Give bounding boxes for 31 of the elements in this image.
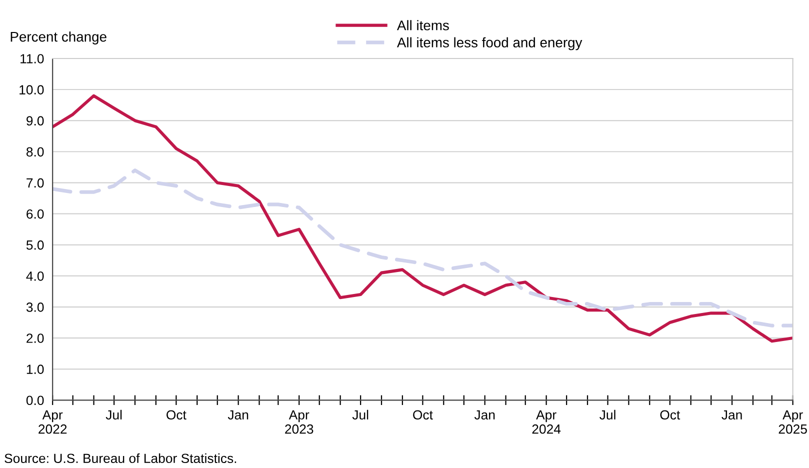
x-tick-label: Jul <box>106 410 122 420</box>
y-tick-label: 0.0 <box>26 396 44 406</box>
x-tick-label: Apr 2025 <box>778 410 807 434</box>
x-tick-label: Oct <box>660 410 680 420</box>
x-tick-label: Jul <box>352 410 368 420</box>
y-tick-label: 4.0 <box>26 271 44 281</box>
y-tick-label: 8.0 <box>26 147 44 157</box>
y-tick-label: 5.0 <box>26 240 44 250</box>
x-tick-label: Apr 2022 <box>38 410 67 434</box>
line-series <box>52 168 793 328</box>
legend-label: All items <box>396 20 449 30</box>
x-tick-label: Jul <box>600 410 616 420</box>
x-tick-label: Oct <box>166 410 186 420</box>
y-tick-label: 10.0 <box>20 85 44 94</box>
legend-label: All items less food and energy <box>396 37 582 50</box>
x-tick-label: Jan <box>474 410 495 420</box>
x-tick-label: Jan <box>228 410 248 420</box>
source-note: Source: U.S. Bureau of Labor Statistics. <box>4 453 236 464</box>
y-tick-label: 6.0 <box>26 209 44 219</box>
x-tick-label: Apr 2023 <box>285 410 314 434</box>
y-tick-label: 1.0 <box>26 364 44 374</box>
y-tick-label: 3.0 <box>26 302 44 312</box>
x-tick-label: Oct <box>413 410 433 420</box>
x-tick-label: Jan <box>722 410 742 420</box>
line-series <box>52 94 793 343</box>
y-axis-title: Percent change <box>10 32 106 44</box>
y-tick-label: 2.0 <box>26 334 44 343</box>
x-tick-label: Apr 2024 <box>532 410 561 434</box>
y-tick-label: 7.0 <box>26 178 44 188</box>
y-tick-label: 11.0 <box>20 54 44 64</box>
y-tick-label: 9.0 <box>26 116 44 126</box>
